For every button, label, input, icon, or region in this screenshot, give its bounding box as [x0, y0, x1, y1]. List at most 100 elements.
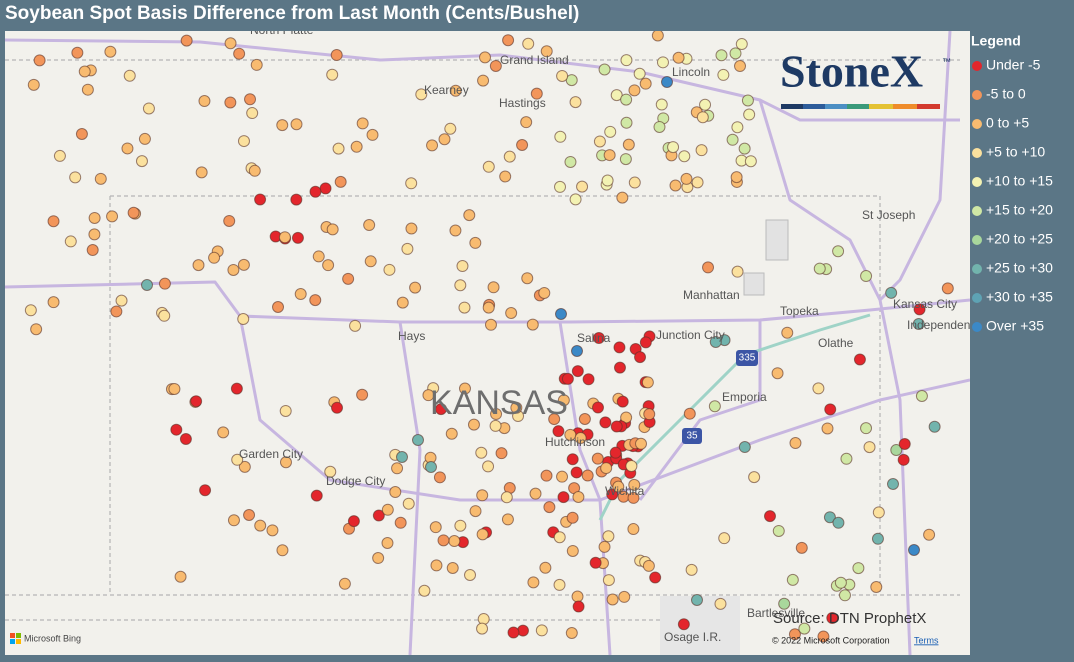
site-marker — [885, 286, 898, 299]
legend-label: Under -5 — [986, 57, 1041, 73]
site-marker — [81, 83, 94, 96]
site-marker — [449, 84, 462, 97]
legend-label: +5 to +10 — [986, 144, 1045, 160]
area — [660, 596, 740, 655]
site-marker — [372, 552, 385, 565]
site-marker — [778, 597, 791, 610]
site-marker — [363, 219, 376, 232]
site-marker — [290, 118, 303, 131]
terms-link[interactable]: Terms — [914, 635, 939, 645]
site-marker — [86, 244, 99, 257]
site-marker — [433, 471, 446, 484]
site-marker — [763, 510, 776, 523]
site-marker — [569, 193, 582, 206]
site-marker — [826, 611, 839, 624]
site-marker — [454, 279, 467, 292]
legend-label: +25 to +30 — [986, 260, 1053, 276]
site-marker — [396, 296, 409, 309]
site-marker — [309, 185, 322, 198]
legend-label: +30 to +35 — [986, 289, 1053, 305]
place-label: Olathe — [818, 336, 854, 350]
legend-swatch — [972, 177, 982, 187]
place-label: Bartlesville — [747, 606, 805, 620]
site-marker — [429, 521, 442, 534]
site-marker — [326, 223, 339, 236]
site-marker — [817, 630, 830, 643]
site-marker — [620, 411, 633, 424]
site-marker — [391, 462, 404, 475]
site-marker — [622, 138, 635, 151]
site-marker — [69, 171, 82, 184]
site-marker — [418, 584, 431, 597]
site-marker — [499, 170, 512, 183]
site-marker — [651, 31, 664, 42]
site-marker — [227, 263, 240, 276]
place-labels: North Platte Grand Island Kearney Hastin… — [239, 23, 970, 644]
site-marker — [479, 51, 492, 64]
site-marker — [426, 139, 439, 152]
site-marker — [655, 98, 668, 111]
site-marker — [620, 116, 633, 129]
site-marker — [602, 574, 615, 587]
site-marker — [250, 58, 263, 71]
site-marker — [347, 515, 360, 528]
site-marker — [610, 420, 623, 433]
site-marker — [435, 403, 448, 416]
site-marker — [571, 365, 584, 378]
site-marker — [448, 535, 461, 548]
legend-label: Over +35 — [986, 318, 1044, 334]
site-marker — [446, 562, 459, 575]
site-marker — [786, 573, 799, 586]
site-marker — [656, 56, 669, 69]
site-marker — [476, 622, 489, 635]
site-marker — [254, 193, 267, 206]
site-marker — [401, 242, 414, 255]
site-marker — [789, 437, 802, 450]
site-marker — [104, 45, 117, 58]
site-marker — [609, 446, 622, 459]
site-marker — [730, 171, 743, 184]
site-marker — [708, 400, 721, 413]
site-marker — [863, 441, 876, 454]
site-marker — [487, 281, 500, 294]
site-marker — [870, 581, 883, 594]
site-marker — [616, 191, 629, 204]
site-marker — [476, 489, 489, 502]
site-marker — [897, 453, 910, 466]
source: Source: DTN ProphetX — [773, 610, 926, 627]
site-marker — [47, 215, 60, 228]
site-marker — [557, 394, 570, 407]
site-marker — [342, 272, 355, 285]
site-marker — [661, 76, 673, 88]
site-marker — [238, 460, 251, 473]
site-marker — [556, 69, 569, 82]
site-marker — [88, 211, 101, 224]
site-marker — [599, 416, 612, 429]
shield-label: 35 — [686, 431, 698, 442]
site-marker — [619, 153, 632, 166]
copyright: © 2022 Microsoft Corporation — [772, 635, 890, 645]
site-marker — [812, 382, 825, 395]
site-marker — [405, 222, 418, 235]
site-marker — [731, 121, 744, 134]
site-marker — [788, 628, 801, 641]
site-marker — [174, 570, 187, 583]
place-label: Kansas City — [893, 297, 957, 311]
legend-swatch — [972, 235, 982, 245]
site-marker — [556, 470, 569, 483]
site-marker — [334, 175, 347, 188]
site-marker — [653, 120, 666, 133]
site-marker — [121, 142, 134, 155]
site-marker — [571, 345, 583, 357]
site-marker — [565, 626, 578, 639]
site-marker — [598, 63, 611, 76]
site-marker — [476, 528, 489, 541]
place-label: North Platte — [250, 23, 314, 37]
site-marker — [690, 594, 703, 607]
site-marker — [467, 418, 480, 431]
place-label: Lincoln — [672, 65, 710, 79]
site-marker — [179, 433, 192, 446]
site-marker — [627, 491, 640, 504]
place-label: St Joseph — [862, 208, 915, 222]
site-marker — [507, 626, 520, 639]
